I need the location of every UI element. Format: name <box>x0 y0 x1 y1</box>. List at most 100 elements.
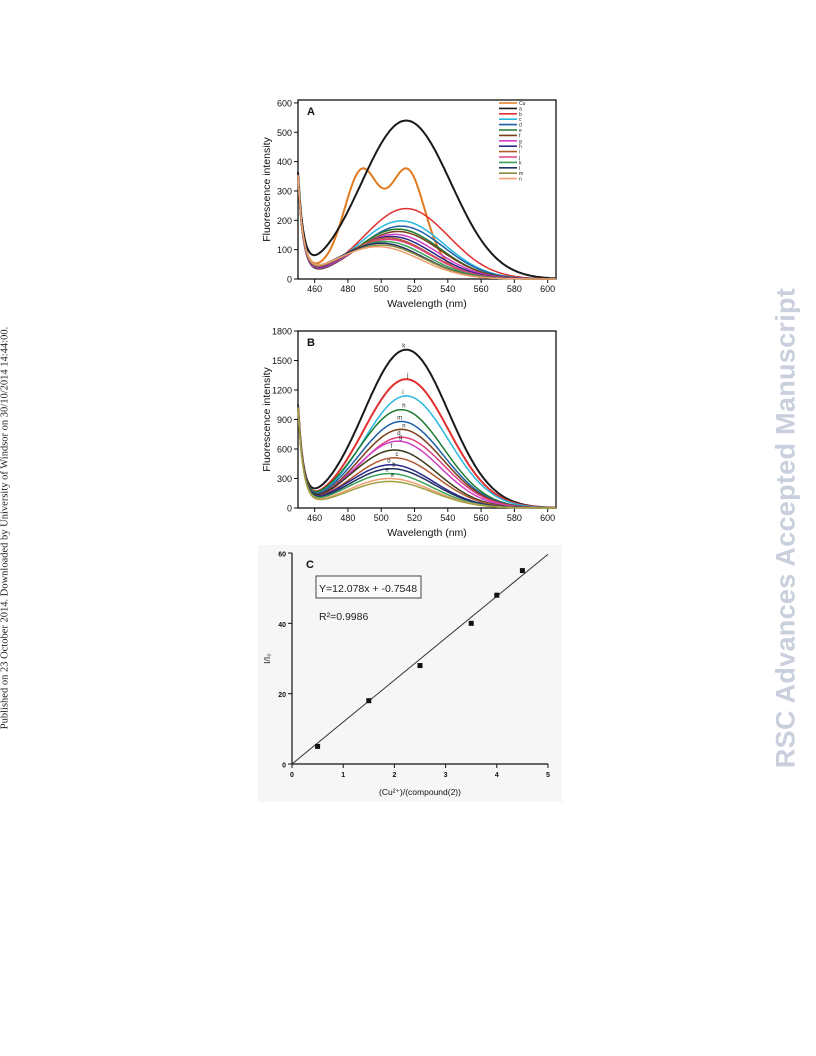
y-tick-label: 1500 <box>272 356 292 366</box>
y-tick-label: 900 <box>277 415 292 425</box>
y-tick-label: 20 <box>278 692 286 699</box>
curve-label: e <box>386 468 390 474</box>
x-tick-label: 3 <box>444 772 448 779</box>
x-tick-label: 500 <box>374 284 389 294</box>
curve-label: n <box>402 423 405 429</box>
y-tick-label: 500 <box>277 128 292 138</box>
y-tick-label: 1800 <box>272 327 292 337</box>
legend-label: k <box>519 160 522 166</box>
spectrum-line-e <box>297 177 557 280</box>
legend-label: d <box>519 123 522 129</box>
x-tick-label: 580 <box>507 513 522 523</box>
legend-label: l <box>519 166 520 172</box>
curve-label: d <box>397 431 400 437</box>
spectrum-line-c <box>297 177 556 280</box>
spectrum-line-j <box>297 176 556 280</box>
r-squared: R²=0.9986 <box>319 611 368 623</box>
legend-label: j <box>518 155 520 161</box>
x-axis-label: Wavelength (nm) <box>387 298 467 310</box>
x-tick-label: 0 <box>290 772 294 779</box>
x-tick-label: 500 <box>374 513 389 523</box>
spectrum-line-a <box>297 407 556 509</box>
y-tick-label: 600 <box>277 445 292 455</box>
y-tick-label: 100 <box>277 245 292 255</box>
data-point <box>468 620 474 626</box>
x-tick-label: 5 <box>546 772 550 779</box>
x-tick-label: 600 <box>540 513 555 523</box>
legend-label: e <box>519 128 522 134</box>
y-tick-label: 400 <box>277 157 292 167</box>
spectrum-line-h <box>297 176 556 280</box>
x-tick-label: 520 <box>407 513 422 523</box>
y-axis-label: I/I₀ <box>262 653 272 664</box>
data-point <box>315 743 321 749</box>
spectrum-line-i <box>297 176 556 280</box>
y-tick-label: 600 <box>277 98 292 108</box>
equation-box <box>315 575 422 599</box>
x-tick-label: 560 <box>474 513 489 523</box>
legend-label: f <box>519 133 521 139</box>
spectrum-line-unlabeled <box>297 408 556 509</box>
spectrum-line-m <box>297 175 556 280</box>
curve-label: a <box>391 473 395 479</box>
fit-equation: Y=12.078x + -0.7548 <box>319 583 417 595</box>
legend-label: m <box>519 171 523 177</box>
y-axis-label: Fluorescence intensity <box>261 137 273 242</box>
y-tick-label: 0 <box>282 763 286 770</box>
panel-label: B <box>307 337 315 349</box>
chart-c: 0 20 40 60 0 1 2 3 4 5 (Cu²⁺)/(compound(2)) I/I₀ C Y=… <box>258 545 562 802</box>
spectrum-line-k <box>297 175 556 280</box>
legend-label: i <box>519 150 520 156</box>
x-tick-label: 520 <box>407 284 422 294</box>
x-tick-label: 580 <box>507 284 522 294</box>
curve-label: f <box>391 444 393 450</box>
data-point <box>417 663 423 669</box>
legend-label: g <box>519 139 522 145</box>
x-tick-label: 480 <box>340 513 355 523</box>
x-tick-label: 540 <box>440 284 455 294</box>
curve-label: j <box>406 373 408 379</box>
panel-label: A <box>307 106 315 118</box>
legend-label: c <box>519 117 522 123</box>
y-tick-label: 200 <box>277 216 292 226</box>
curve-label: i <box>402 390 403 396</box>
curve-label: o <box>387 459 391 465</box>
panel-label: C <box>306 559 314 571</box>
spectrum-line-n <box>297 175 556 280</box>
chart-b: 0 300 600 900 1200 1500 1800 460 480 500 520 540 560… <box>261 327 557 539</box>
x-tick-label: 540 <box>440 513 455 523</box>
curve-label: k <box>402 344 406 350</box>
y-tick-label: 0 <box>287 275 292 285</box>
legend-label: a <box>519 106 522 112</box>
y-tick-label: 1200 <box>272 386 292 396</box>
x-tick-label: 560 <box>474 284 489 294</box>
x-tick-label: 2 <box>392 772 396 779</box>
curve-label: c <box>396 452 399 458</box>
x-axis-label: Wavelength (nm) <box>387 527 467 539</box>
legend-label: h <box>519 144 522 150</box>
y-tick-label: 0 <box>287 504 292 514</box>
regression-line <box>291 553 549 765</box>
x-tick-label: 4 <box>495 772 499 779</box>
spectrum-line-i <box>297 395 556 509</box>
x-tick-label: 460 <box>307 513 322 523</box>
y-tick-label: 300 <box>277 186 292 196</box>
spectrum-line-d <box>297 177 556 280</box>
x-tick-label: 1 <box>341 772 345 779</box>
y-axis-label: Fluorescence intensity <box>261 367 273 472</box>
legend-label: n <box>519 177 522 183</box>
spectrum-line-b <box>297 177 557 280</box>
spectrum-line-g <box>297 177 556 280</box>
y-tick-label: 40 <box>278 622 286 629</box>
spectrum-line-k <box>297 348 557 509</box>
x-tick-label: 600 <box>540 284 555 294</box>
x-tick-label: 480 <box>340 284 355 294</box>
legend-label: b <box>519 112 522 118</box>
spectrum-line-f <box>297 177 557 280</box>
curve-label: m <box>397 415 402 421</box>
x-axis-label: (Cu²⁺)/(compound(2)) <box>379 787 461 797</box>
curve-label: b <box>392 463 396 469</box>
curve-label: h <box>402 404 405 410</box>
spectrum-line-a <box>297 119 557 280</box>
